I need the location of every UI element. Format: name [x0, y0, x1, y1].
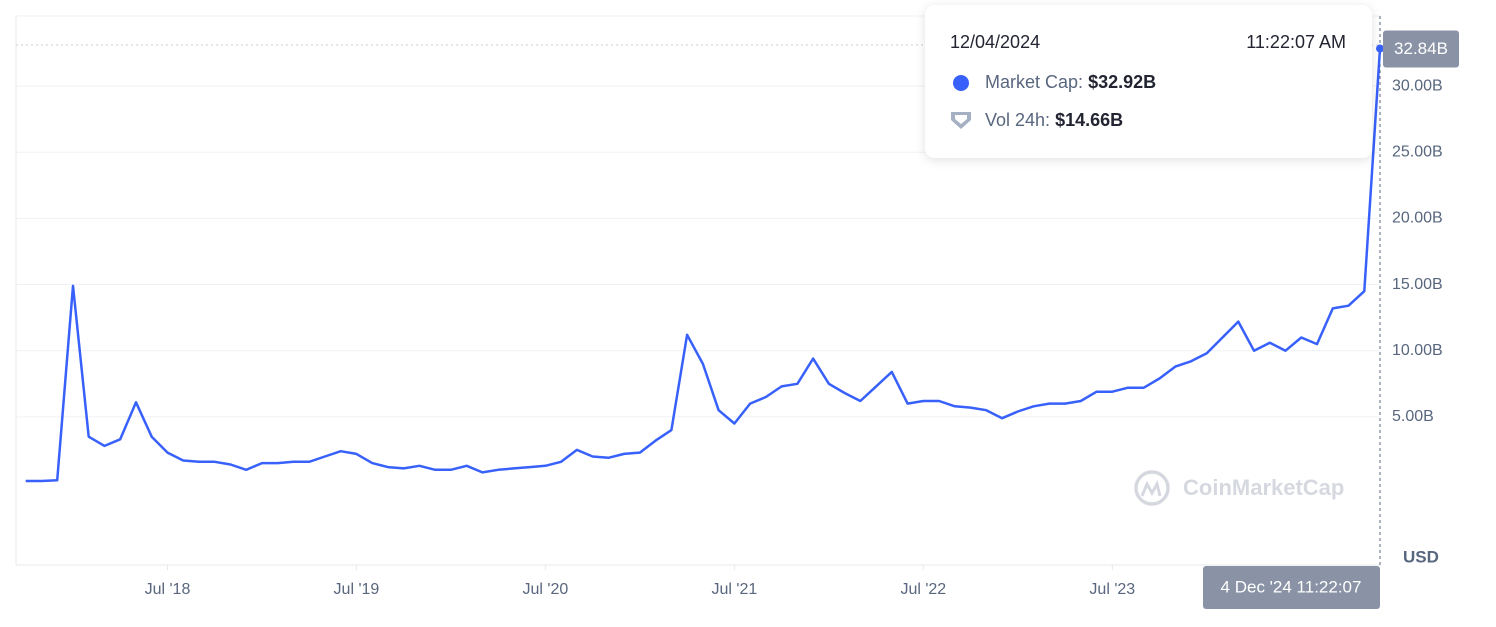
value-label-box — [1383, 30, 1459, 68]
tooltip-box — [925, 5, 1372, 158]
y-tick-label: 25.00B — [1392, 143, 1443, 160]
tooltip-label: Market Cap: $32.92B — [985, 72, 1156, 92]
tooltip-time: 11:22:07 AM — [1246, 32, 1346, 52]
x-tick-label: Jul '22 — [900, 581, 946, 598]
legend-label: Market Cap: — [985, 72, 1083, 92]
x-tick-label: Jul '18 — [145, 581, 191, 598]
x-tick-label: Jul '21 — [711, 581, 757, 598]
y-tick-label: 5.00B — [1392, 408, 1434, 425]
crosshair-label: 4 Dec '24 11:22:07 — [1221, 577, 1362, 596]
y-tick-label: 10.00B — [1392, 342, 1443, 359]
line-series — [25, 48, 1382, 483]
value-label: 32.84B — [1394, 39, 1448, 58]
tooltip-date: 12/04/2024 — [950, 32, 1040, 52]
tooltip-value: $32.92B — [1088, 72, 1156, 92]
y-tick-label: 20.00B — [1392, 210, 1443, 227]
y-tick-label: 15.00B — [1392, 276, 1443, 293]
crosshair-label-box — [1203, 566, 1380, 609]
tooltip-label: Vol 24h: $14.66B — [985, 110, 1123, 130]
tooltip: 12/04/2024 11:22:07 AM Market Cap: $32.9… — [925, 5, 1372, 158]
legend-swatch — [953, 75, 969, 91]
x-tick-label: Jul '19 — [334, 581, 380, 598]
volume-label: Vol 24h: — [985, 110, 1050, 130]
x-tick-label: Jul '23 — [1089, 581, 1135, 598]
y-tick-label: 30.00B — [1392, 77, 1443, 94]
y-unit: USD — [1403, 547, 1439, 566]
last-point — [1376, 44, 1384, 53]
x-tick-label: Jul '20 — [523, 581, 569, 598]
watermark-text: CoinMarketCap — [1183, 475, 1344, 500]
tooltip-value: $14.66B — [1055, 110, 1123, 130]
watermark: CoinMarketCap — [1134, 470, 1344, 506]
volume-swatch-inner — [955, 115, 967, 124]
